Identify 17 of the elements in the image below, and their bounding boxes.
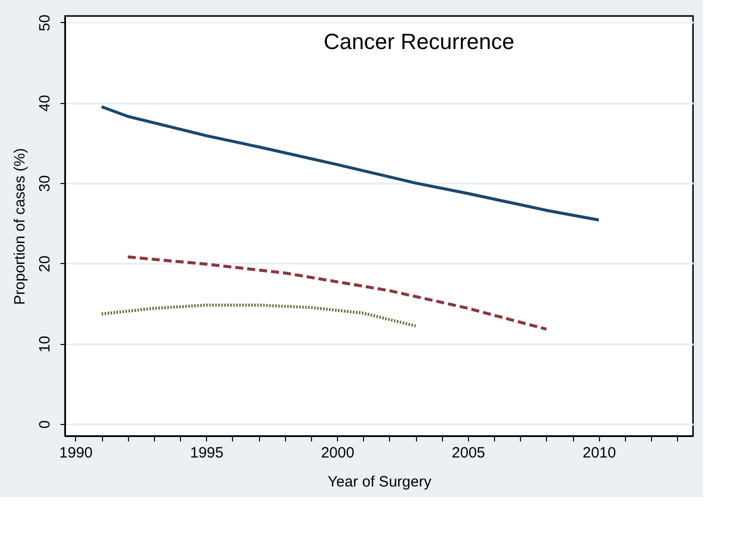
x-tick-label: 2010 [582, 444, 616, 462]
x-tick-label: 2000 [320, 444, 354, 462]
x-axis-title: Year of Surgery [328, 474, 432, 490]
y-tick-label: 20 [36, 256, 54, 272]
text: Cancer Recurrence [324, 29, 514, 54]
y-tick-label: 0 [36, 420, 54, 429]
line-series [100, 105, 600, 222]
x-tick-label: 1990 [59, 444, 93, 462]
y-tick-label: 10 [36, 336, 54, 352]
line-series [100, 304, 418, 328]
line-series [126, 255, 548, 331]
y-tick-label: 40 [36, 94, 54, 112]
y-axis-title: Proportion of cases (%) [12, 148, 28, 305]
x-tick-label: 1995 [190, 444, 224, 462]
y-tick-label: 30 [36, 175, 54, 192]
y-tick-label: 50 [36, 14, 54, 32]
x-tick-label: 2005 [452, 444, 486, 462]
